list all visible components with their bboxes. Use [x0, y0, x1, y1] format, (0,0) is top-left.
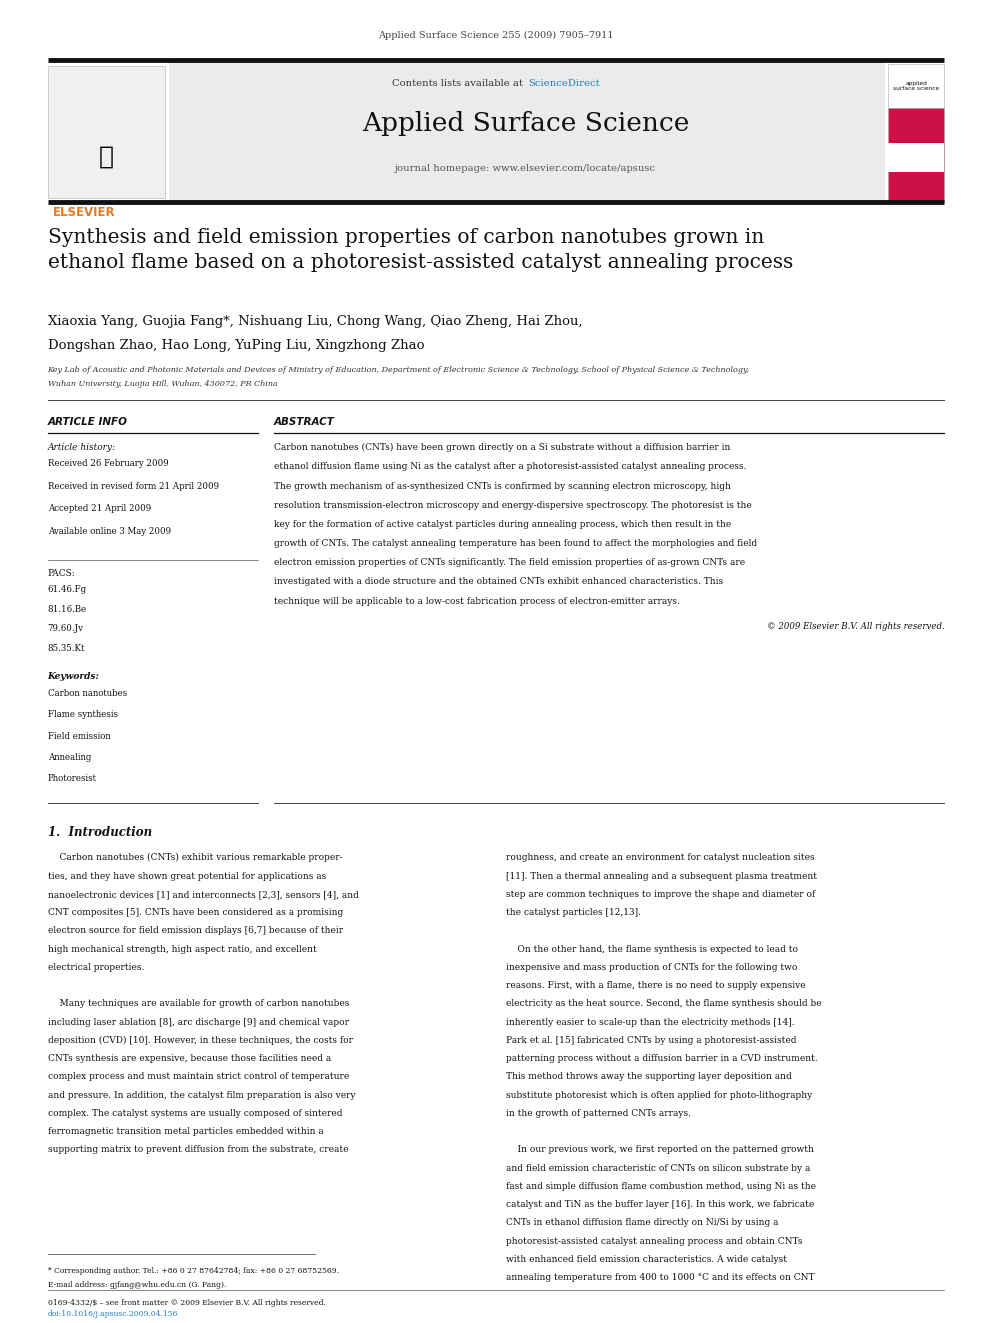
Text: Available online 3 May 2009: Available online 3 May 2009	[48, 527, 171, 536]
Text: ABSTRACT: ABSTRACT	[274, 417, 334, 427]
Text: with enhanced field emission characteristics. A wide catalyst: with enhanced field emission characteris…	[506, 1256, 787, 1263]
Text: electricity as the heat source. Second, the flame synthesis should be: electricity as the heat source. Second, …	[506, 999, 821, 1008]
Text: inherently easier to scale-up than the electricity methods [14].: inherently easier to scale-up than the e…	[506, 1017, 795, 1027]
Text: * Corresponding author. Tel.: +86 0 27 87642784; fax: +86 0 27 68752569.: * Corresponding author. Tel.: +86 0 27 8…	[48, 1267, 338, 1275]
Text: photoresist-assisted catalyst annealing process and obtain CNTs: photoresist-assisted catalyst annealing …	[506, 1237, 803, 1246]
Text: Wuhan University, Luojia Hill, Wuhan, 430072, PR China: Wuhan University, Luojia Hill, Wuhan, 43…	[48, 380, 278, 388]
Text: investigated with a diode structure and the obtained CNTs exhibit enhanced chara: investigated with a diode structure and …	[274, 577, 723, 586]
Text: PACS:: PACS:	[48, 569, 75, 578]
Text: patterning process without a diffusion barrier in a CVD instrument.: patterning process without a diffusion b…	[506, 1054, 817, 1064]
Text: fast and simple diffusion flame combustion method, using Ni as the: fast and simple diffusion flame combusti…	[506, 1181, 815, 1191]
Text: 🌳: 🌳	[98, 144, 114, 168]
Text: Applied Surface Science 255 (2009) 7905–7911: Applied Surface Science 255 (2009) 7905–…	[378, 32, 614, 40]
Text: Annealing: Annealing	[48, 753, 91, 762]
Text: CNTs in ethanol diffusion flame directly on Ni/Si by using a: CNTs in ethanol diffusion flame directly…	[506, 1218, 779, 1228]
Text: applied
surface science: applied surface science	[894, 81, 939, 91]
Text: Flame synthesis: Flame synthesis	[48, 710, 118, 720]
Text: Carbon nanotubes: Carbon nanotubes	[48, 689, 127, 699]
Bar	[888, 143, 944, 172]
Text: ties, and they have shown great potential for applications as: ties, and they have shown great potentia…	[48, 872, 325, 881]
Text: On the other hand, the flame synthesis is expected to lead to: On the other hand, the flame synthesis i…	[506, 945, 798, 954]
Text: complex process and must maintain strict control of temperature: complex process and must maintain strict…	[48, 1073, 349, 1081]
Bar	[48, 66, 165, 198]
Text: ferromagnetic transition metal particles embedded within a: ferromagnetic transition metal particles…	[48, 1127, 323, 1136]
Text: 79.60.Jv: 79.60.Jv	[48, 624, 83, 634]
Text: Park et al. [15] fabricated CNTs by using a photoresist-assisted: Park et al. [15] fabricated CNTs by usin…	[506, 1036, 797, 1045]
Text: deposition (CVD) [10]. However, in these techniques, the costs for: deposition (CVD) [10]. However, in these…	[48, 1036, 352, 1045]
Text: ScienceDirect: ScienceDirect	[528, 79, 599, 87]
Text: In our previous work, we first reported on the patterned growth: In our previous work, we first reported …	[506, 1146, 813, 1155]
Text: substitute photoresist which is often applied for photo-lithography: substitute photoresist which is often ap…	[506, 1090, 812, 1099]
Text: ethanol diffusion flame using Ni as the catalyst after a photoresist-assisted ca: ethanol diffusion flame using Ni as the …	[274, 463, 746, 471]
Text: 81.16.Be: 81.16.Be	[48, 605, 87, 614]
Text: electron source for field emission displays [6,7] because of their: electron source for field emission displ…	[48, 926, 343, 935]
Text: [11]. Then a thermal annealing and a subsequent plasma treatment: [11]. Then a thermal annealing and a sub…	[506, 872, 817, 881]
Text: Article history:: Article history:	[48, 443, 116, 452]
Text: in the growth of patterned CNTs arrays.: in the growth of patterned CNTs arrays.	[506, 1109, 690, 1118]
Text: 61.46.Fg: 61.46.Fg	[48, 585, 86, 594]
Text: Contents lists available at: Contents lists available at	[392, 79, 526, 87]
Text: high mechanical strength, high aspect ratio, and excellent: high mechanical strength, high aspect ra…	[48, 945, 316, 954]
Text: 0169-4332/$ – see front matter © 2009 Elsevier B.V. All rights reserved.: 0169-4332/$ – see front matter © 2009 El…	[48, 1299, 325, 1307]
Text: electron emission properties of CNTs significantly. The field emission propertie: electron emission properties of CNTs sig…	[274, 558, 745, 568]
Text: nanoelectronic devices [1] and interconnects [2,3], sensors [4], and: nanoelectronic devices [1] and interconn…	[48, 890, 358, 898]
Text: complex. The catalyst systems are usually composed of sintered: complex. The catalyst systems are usuall…	[48, 1109, 342, 1118]
Text: CNTs synthesis are expensive, because those facilities need a: CNTs synthesis are expensive, because th…	[48, 1054, 331, 1064]
Text: journal homepage: www.elsevier.com/locate/apsusc: journal homepage: www.elsevier.com/locat…	[395, 164, 657, 172]
Text: including laser ablation [8], arc discharge [9] and chemical vapor: including laser ablation [8], arc discha…	[48, 1017, 348, 1027]
Text: © 2009 Elsevier B.V. All rights reserved.: © 2009 Elsevier B.V. All rights reserved…	[767, 623, 944, 631]
Text: catalyst and TiN as the buffer layer [16]. In this work, we fabricate: catalyst and TiN as the buffer layer [16…	[506, 1200, 814, 1209]
Text: roughness, and create an environment for catalyst nucleation sites: roughness, and create an environment for…	[506, 853, 814, 863]
Text: E-mail address: gjfang@whu.edu.cn (G. Fang).: E-mail address: gjfang@whu.edu.cn (G. Fa…	[48, 1281, 226, 1289]
Text: Keywords:: Keywords:	[48, 672, 99, 681]
Text: Key Lab of Acoustic and Photonic Materials and Devices of Ministry of Education,: Key Lab of Acoustic and Photonic Materia…	[48, 366, 750, 374]
Text: Applied Surface Science: Applied Surface Science	[362, 111, 689, 135]
Text: the catalyst particles [12,13].: the catalyst particles [12,13].	[506, 908, 641, 917]
Text: Photoresist: Photoresist	[48, 774, 96, 783]
Text: doi:10.1016/j.apsusc.2009.04.156: doi:10.1016/j.apsusc.2009.04.156	[48, 1310, 179, 1318]
Text: supporting matrix to prevent diffusion from the substrate, create: supporting matrix to prevent diffusion f…	[48, 1146, 348, 1155]
Bar	[888, 108, 944, 202]
Text: Carbon nanotubes (CNTs) exhibit various remarkable proper-: Carbon nanotubes (CNTs) exhibit various …	[48, 853, 342, 863]
Text: and field emission characteristic of CNTs on silicon substrate by a: and field emission characteristic of CNT…	[506, 1164, 810, 1172]
Text: 1.  Introduction: 1. Introduction	[48, 826, 152, 839]
Text: 85.35.Kt: 85.35.Kt	[48, 644, 85, 654]
Text: Carbon nanotubes (CNTs) have been grown directly on a Si substrate without a dif: Carbon nanotubes (CNTs) have been grown …	[274, 443, 730, 452]
Bar	[169, 60, 885, 202]
Text: growth of CNTs. The catalyst annealing temperature has been found to affect the : growth of CNTs. The catalyst annealing t…	[274, 540, 757, 548]
Text: key for the formation of active catalyst particles during annealing process, whi: key for the formation of active catalyst…	[274, 520, 731, 529]
Text: annealing temperature from 400 to 1000 °C and its effects on CNT: annealing temperature from 400 to 1000 °…	[506, 1273, 814, 1282]
Text: The growth mechanism of as-synthesized CNTs is confirmed by scanning electron mi: The growth mechanism of as-synthesized C…	[274, 482, 731, 491]
Text: This method throws away the supporting layer deposition and: This method throws away the supporting l…	[506, 1073, 792, 1081]
Text: Xiaoxia Yang, Guojia Fang*, Nishuang Liu, Chong Wang, Qiao Zheng, Hai Zhou,: Xiaoxia Yang, Guojia Fang*, Nishuang Liu…	[48, 315, 582, 328]
Text: Received 26 February 2009: Received 26 February 2009	[48, 459, 169, 468]
Text: Field emission: Field emission	[48, 732, 110, 741]
Bar	[888, 64, 944, 108]
Text: CNT composites [5]. CNTs have been considered as a promising: CNT composites [5]. CNTs have been consi…	[48, 908, 343, 917]
Text: reasons. First, with a flame, there is no need to supply expensive: reasons. First, with a flame, there is n…	[506, 982, 806, 990]
Text: ELSEVIER: ELSEVIER	[53, 206, 115, 220]
Text: inexpensive and mass production of CNTs for the following two: inexpensive and mass production of CNTs …	[506, 963, 798, 972]
Text: Many techniques are available for growth of carbon nanotubes: Many techniques are available for growth…	[48, 999, 349, 1008]
Text: and pressure. In addition, the catalyst film preparation is also very: and pressure. In addition, the catalyst …	[48, 1090, 355, 1099]
Text: technique will be applicable to a low-cost fabrication process of electron-emitt: technique will be applicable to a low-co…	[274, 597, 680, 606]
Text: step are common techniques to improve the shape and diameter of: step are common techniques to improve th…	[506, 890, 815, 898]
Text: Synthesis and field emission properties of carbon nanotubes grown in
ethanol fla: Synthesis and field emission properties …	[48, 228, 793, 273]
Text: Received in revised form 21 April 2009: Received in revised form 21 April 2009	[48, 482, 219, 491]
Text: resolution transmission-electron microscopy and energy-dispersive spectroscopy. : resolution transmission-electron microsc…	[274, 501, 752, 509]
Text: Dongshan Zhao, Hao Long, YuPing Liu, Xingzhong Zhao: Dongshan Zhao, Hao Long, YuPing Liu, Xin…	[48, 339, 425, 352]
Text: Accepted 21 April 2009: Accepted 21 April 2009	[48, 504, 151, 513]
Text: electrical properties.: electrical properties.	[48, 963, 144, 972]
Text: ARTICLE INFO: ARTICLE INFO	[48, 417, 128, 427]
